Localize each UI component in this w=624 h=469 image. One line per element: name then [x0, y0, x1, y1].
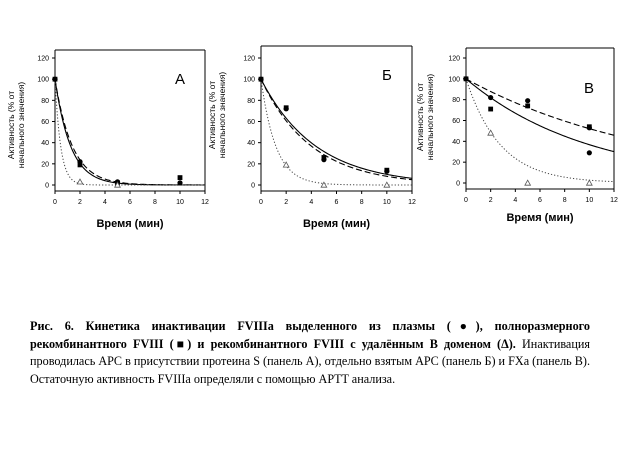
y-axis-label-line: начального значения): [217, 72, 227, 159]
y-tick-label: 0: [456, 181, 460, 188]
x-tick-label: 12: [201, 199, 209, 206]
data-point-triangle: [114, 181, 121, 188]
data-point-triangle: [524, 179, 532, 186]
y-tick-label: 120: [243, 56, 255, 63]
data-point-circle: [525, 98, 531, 104]
y-axis-label-line: Активность (% от: [207, 81, 217, 149]
x-tick-label: 2: [489, 197, 493, 204]
y-tick-label: 40: [247, 140, 255, 147]
panel-label: В: [584, 80, 594, 97]
x-tick-label: 12: [610, 197, 618, 204]
caption-text: Инактивация проводилась APC в присутстви…: [30, 336, 590, 386]
panel-a: 0 20 40 60 80 100 120 0 2 4 6 8 10 12 А Время (мин) Акти…: [6, 49, 209, 230]
panel-b: 0 20 40 60 80 100 120 0 2 4 6 8 10 12 Б Время (мин) Акти…: [207, 45, 416, 230]
x-tick-label: 2: [78, 199, 82, 206]
y-tick-label: 80: [247, 98, 255, 105]
x-tick-label: 10: [585, 197, 593, 204]
x-tick-label: 12: [408, 199, 416, 206]
data-point-square: [283, 105, 289, 111]
y-tick-label: 100: [243, 77, 255, 84]
x-tick-label: 6: [128, 199, 132, 206]
y-axis-label-line: начального значения): [425, 74, 435, 161]
figure-caption: Рис. 6. Кинетика инактивации FVIIIa выде…: [30, 318, 590, 388]
x-tick-label: 4: [513, 197, 517, 204]
y-axis-label-line: Активность (% от: [6, 91, 16, 159]
y-tick-label: 0: [45, 183, 49, 190]
fit-curve-dotted: [260, 79, 412, 186]
y-tick-label: 20: [247, 161, 255, 168]
x-tick-label: 0: [53, 199, 57, 206]
y-tick-label: 60: [452, 118, 460, 125]
data-point-square: [258, 76, 264, 82]
y-axis-label: Активность (% отначального значения): [6, 82, 26, 169]
y-tick-label: 60: [41, 119, 49, 126]
x-tick-label: 10: [383, 199, 391, 206]
fit-curve-dotted: [54, 79, 205, 186]
panel-label: Б: [382, 67, 392, 84]
x-tick-label: 10: [176, 199, 184, 206]
data-point-square: [488, 106, 494, 112]
y-tick-label: 20: [452, 160, 460, 167]
x-tick-label: 4: [309, 199, 313, 206]
y-axis-label-line: Активность (% от: [415, 83, 425, 151]
fit-curve-dashed: [465, 78, 615, 136]
data-point-circle: [586, 150, 592, 156]
x-tick-label: 6: [335, 199, 339, 206]
y-tick-label: 20: [41, 161, 49, 168]
x-tick-label: 0: [259, 199, 263, 206]
y-tick-label: 80: [41, 98, 49, 105]
y-tick-label: 60: [247, 119, 255, 126]
y-tick-label: 40: [41, 140, 49, 147]
data-point-square: [77, 162, 83, 168]
x-tick-label: 8: [563, 197, 567, 204]
data-point-square: [384, 167, 390, 173]
y-tick-label: 120: [37, 56, 49, 63]
panel-label: А: [175, 71, 185, 88]
x-tick-label: 8: [153, 199, 157, 206]
y-tick-label: 100: [37, 77, 49, 84]
x-axis-label: Время (мин): [303, 218, 370, 230]
y-axis-label-line: начального значения): [16, 82, 26, 169]
fit-curve-solid: [54, 79, 205, 186]
y-tick-label: 0: [251, 183, 255, 190]
x-tick-label: 8: [360, 199, 364, 206]
x-axis-label: Время (мин): [96, 218, 163, 230]
fit-curve-solid: [260, 78, 413, 179]
data-point-circle: [488, 94, 494, 101]
y-tick-label: 120: [448, 56, 460, 63]
fit-curve-dashed: [260, 78, 413, 181]
data-point-circle: [177, 180, 183, 186]
data-point-triangle: [487, 129, 495, 136]
data-point-triangle: [320, 181, 328, 188]
data-point-square: [52, 76, 58, 82]
x-axis-label: Время (мин): [506, 212, 573, 224]
data-point-square: [463, 76, 469, 82]
y-axis-label: Активность (% отначального значения): [207, 72, 227, 159]
data-point-square: [586, 124, 592, 130]
x-tick-label: 6: [538, 197, 542, 204]
y-axis-label: Активность (% отначального значения): [415, 74, 435, 161]
y-tick-label: 80: [452, 97, 460, 104]
x-tick-label: 4: [103, 199, 107, 206]
data-point-square: [177, 175, 183, 180]
y-tick-label: 40: [452, 139, 460, 146]
caption-title: Рис. 6. Кинетика инактивации FVIIIa выде…: [30, 319, 590, 351]
data-point-triangle: [585, 179, 593, 186]
x-tick-label: 0: [464, 197, 468, 204]
x-tick-label: 2: [284, 199, 288, 206]
y-tick-label: 100: [448, 76, 460, 83]
data-point-triangle: [282, 161, 290, 168]
data-point-square: [321, 155, 327, 160]
panel-c: 0 20 40 60 80 100 120 0 2 4 6 8 10 12 В Время (мин) Акти…: [415, 47, 618, 224]
data-point-triangle: [383, 181, 391, 188]
data-point-square: [525, 103, 531, 109]
data-point-triangle: [76, 178, 84, 185]
fit-curve-dashed: [54, 79, 205, 186]
